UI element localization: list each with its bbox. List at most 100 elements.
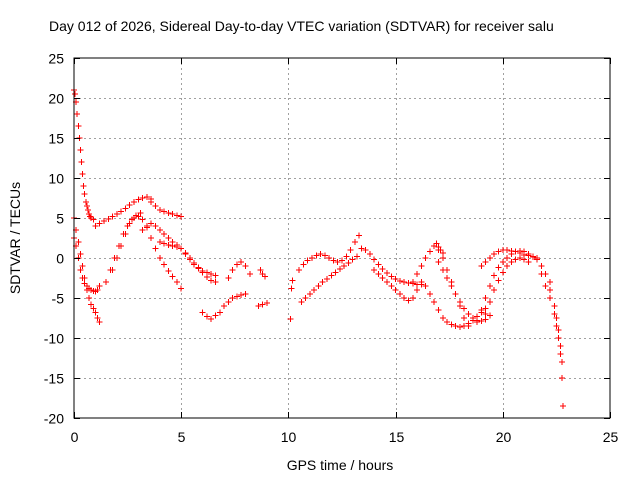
data-point bbox=[233, 261, 240, 268]
data-point bbox=[558, 375, 565, 381]
data-point bbox=[212, 272, 219, 279]
data-point bbox=[551, 303, 558, 309]
data-point bbox=[478, 318, 485, 325]
data-point bbox=[486, 283, 493, 289]
data-point bbox=[452, 323, 459, 329]
data-point bbox=[542, 283, 549, 289]
data-point bbox=[347, 247, 354, 253]
data-point bbox=[330, 257, 337, 264]
x-tick-labels: 0 5 10 15 20 25 bbox=[71, 429, 619, 445]
y-tick-label: 20 bbox=[48, 91, 64, 107]
x-tick-label: 5 bbox=[178, 429, 186, 445]
data-point bbox=[257, 267, 264, 273]
data-point bbox=[128, 216, 135, 223]
data-point bbox=[139, 216, 146, 223]
data-point bbox=[444, 275, 451, 281]
data-point bbox=[165, 235, 172, 241]
data-point bbox=[356, 232, 363, 239]
data-point bbox=[152, 245, 159, 252]
data-point bbox=[208, 277, 215, 284]
data-point bbox=[482, 295, 489, 301]
data-point bbox=[139, 195, 146, 201]
data-point bbox=[195, 265, 202, 272]
data-point bbox=[465, 311, 472, 317]
data-point bbox=[238, 259, 245, 265]
data-point bbox=[516, 255, 523, 261]
data-point bbox=[255, 303, 262, 309]
data-point bbox=[405, 297, 412, 304]
data-point bbox=[133, 212, 140, 219]
data-point bbox=[156, 239, 163, 245]
data-point bbox=[300, 261, 307, 268]
data-point bbox=[152, 203, 159, 209]
data-point bbox=[81, 191, 88, 197]
data-point bbox=[96, 283, 103, 289]
data-point bbox=[418, 263, 425, 269]
data-point bbox=[306, 291, 313, 297]
data-point bbox=[212, 279, 219, 285]
data-point bbox=[148, 220, 155, 227]
data-point bbox=[384, 279, 391, 285]
data-point bbox=[92, 309, 99, 316]
data-point bbox=[216, 309, 223, 316]
data-point bbox=[478, 307, 485, 313]
series-arc-27 bbox=[538, 271, 566, 409]
data-point bbox=[546, 295, 553, 301]
data-point bbox=[388, 273, 395, 280]
data-point bbox=[90, 305, 97, 312]
data-point bbox=[439, 267, 446, 273]
data-point bbox=[465, 320, 472, 327]
series-arc-13 bbox=[255, 299, 270, 309]
data-point bbox=[78, 159, 85, 165]
data-point bbox=[178, 285, 185, 292]
data-point bbox=[296, 267, 303, 273]
data-point bbox=[448, 321, 455, 328]
data-point bbox=[354, 253, 361, 260]
data-point bbox=[409, 279, 416, 285]
data-point bbox=[435, 307, 442, 313]
data-point bbox=[521, 256, 528, 263]
data-point bbox=[261, 273, 268, 280]
series-arc-25 bbox=[478, 247, 553, 285]
data-point bbox=[212, 312, 219, 319]
y-tick-label: -5 bbox=[52, 291, 65, 307]
data-point bbox=[379, 266, 386, 273]
data-point bbox=[491, 272, 498, 279]
grid-lines bbox=[74, 58, 610, 418]
data-point bbox=[82, 199, 89, 205]
data-point bbox=[448, 283, 455, 289]
data-point bbox=[178, 213, 185, 220]
data-point bbox=[495, 277, 502, 284]
data-point bbox=[173, 279, 180, 285]
data-point bbox=[558, 359, 565, 365]
data-point bbox=[396, 278, 403, 285]
data-point bbox=[313, 252, 320, 259]
data-point bbox=[122, 205, 129, 212]
data-point bbox=[116, 243, 123, 249]
data-point bbox=[81, 275, 88, 281]
data-point bbox=[396, 291, 403, 297]
data-point bbox=[72, 91, 79, 97]
data-point bbox=[90, 216, 97, 223]
data-point bbox=[165, 267, 172, 274]
data-point bbox=[199, 309, 206, 316]
data-point bbox=[74, 111, 81, 117]
series-arc-11 bbox=[199, 291, 249, 322]
data-point bbox=[414, 287, 421, 293]
data-point bbox=[504, 247, 511, 253]
data-point bbox=[334, 259, 341, 265]
data-point bbox=[437, 247, 444, 253]
data-point bbox=[553, 323, 560, 329]
series-arc-14 bbox=[257, 267, 268, 280]
data-point bbox=[308, 255, 315, 261]
data-point bbox=[169, 211, 176, 217]
data-point bbox=[426, 291, 433, 297]
data-point bbox=[557, 351, 564, 357]
data-point bbox=[336, 266, 343, 273]
chart-title: Day 012 of 2026, Sidereal Day-to-day VTE… bbox=[49, 18, 554, 34]
data-point bbox=[302, 295, 309, 301]
data-point bbox=[126, 202, 133, 209]
data-point bbox=[525, 259, 532, 265]
data-point bbox=[148, 235, 155, 241]
data-point bbox=[92, 223, 99, 229]
